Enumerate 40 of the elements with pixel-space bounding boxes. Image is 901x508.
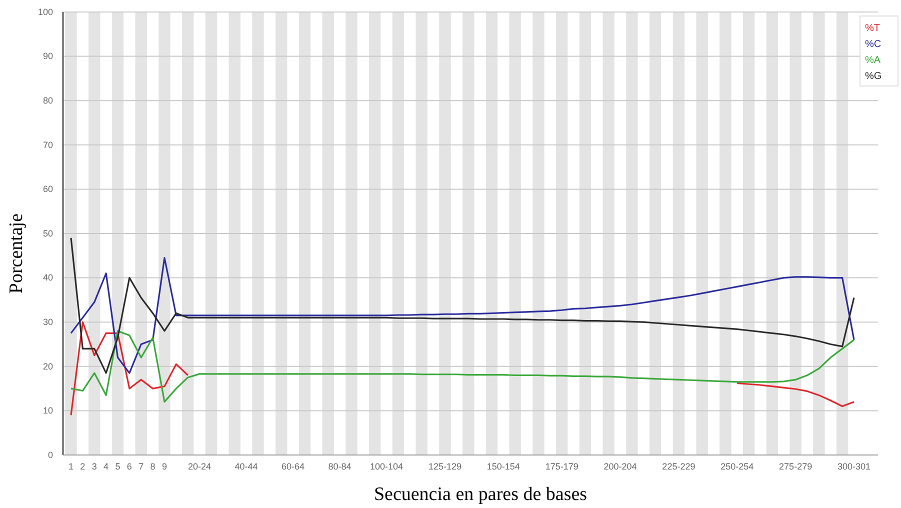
x-tick-label: 3 [92, 461, 97, 472]
text: %G [865, 71, 882, 82]
x-tick-label: 225-229 [662, 461, 696, 472]
x-axis-title: Secuencia en pares de bases [374, 484, 588, 505]
x-tick-label: 275-279 [779, 461, 812, 472]
x-tick-label: 9 [162, 461, 167, 472]
x-tick-label: 300-301 [837, 461, 871, 472]
x-tick-label: 7 [138, 461, 144, 472]
x-tick-label: 1 [68, 461, 74, 472]
x-tick-label: 2 [80, 461, 86, 472]
x-tick-label: 125-129 [428, 461, 462, 472]
y-tick-label: 60 [42, 184, 53, 194]
y-tick-label: 100 [38, 6, 53, 17]
y-tick-label: 30 [42, 316, 53, 327]
x-tick-label: 175-179 [545, 461, 578, 472]
y-tick-label: 0 [48, 450, 53, 460]
y-tick-label: 40 [42, 272, 53, 283]
text: %T [865, 23, 880, 34]
y-tick-label: 90 [42, 51, 53, 62]
text: %A [865, 55, 881, 66]
x-tick-label: 60-64 [282, 461, 305, 472]
y-tick-label: 10 [42, 406, 53, 416]
x-tick-label: 200-204 [604, 461, 637, 472]
y-tick-label: 80 [42, 95, 53, 106]
y-axis-title: Porcentaje [6, 213, 27, 294]
y-tick-label: 70 [42, 140, 53, 150]
x-tick-label: 150-154 [486, 461, 520, 472]
x-tick-label: 6 [126, 461, 132, 472]
y-tick-label: 50 [42, 228, 53, 238]
x-tick-label: 8 [150, 461, 156, 472]
x-tick-label: 4 [104, 461, 109, 472]
x-tick-label: 100-104 [370, 461, 404, 472]
text: %C [865, 39, 882, 50]
y-tick-label: 20 [42, 361, 53, 372]
x-tick-label: 20-24 [188, 461, 212, 472]
x-tick-label: 250-254 [720, 461, 754, 472]
x-tick-label: 5 [115, 461, 120, 472]
x-tick-label: 40-44 [234, 461, 258, 472]
x-tick-label: 80-84 [328, 461, 352, 472]
line-series [70, 330, 855, 403]
